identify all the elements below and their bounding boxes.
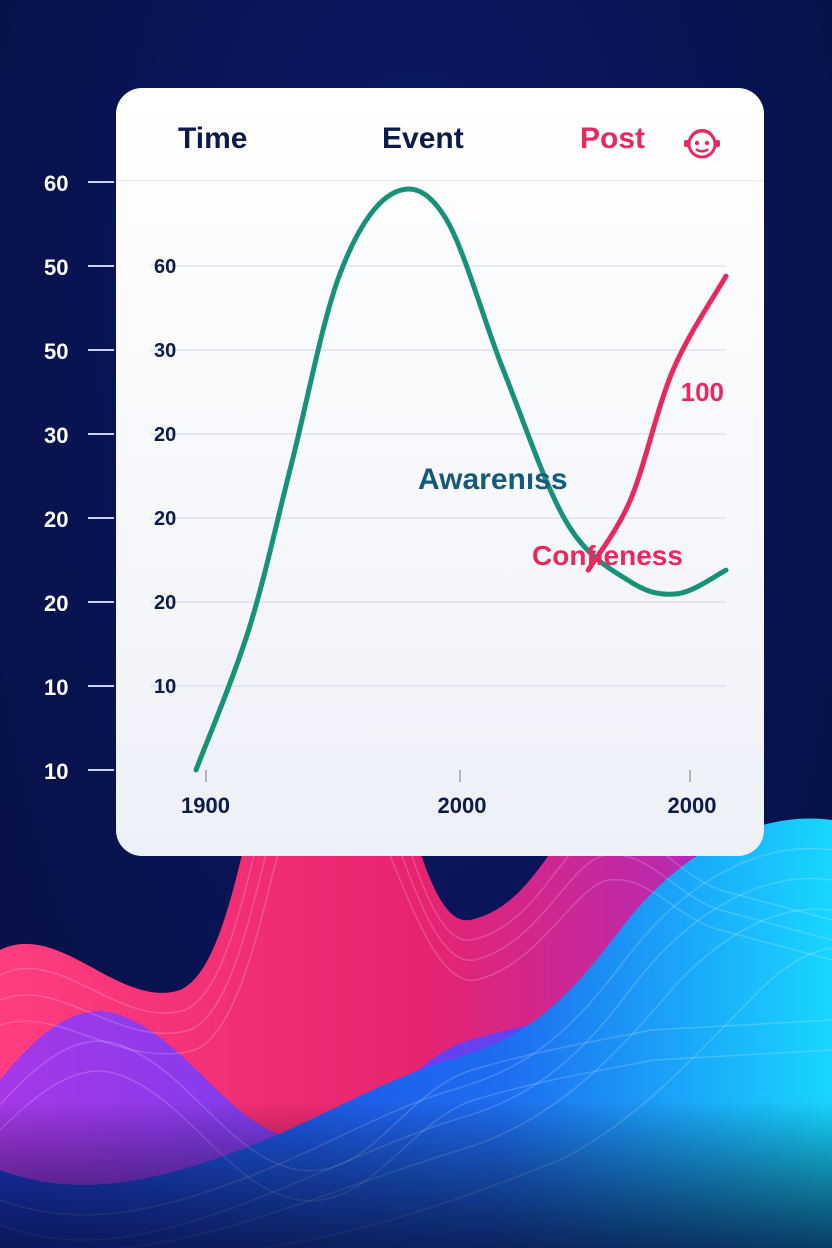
inner-y-tick-label: 20 — [154, 424, 176, 446]
inner-y-tick-label: 20 — [154, 508, 176, 530]
series-line-confidence — [588, 276, 726, 570]
inner-y-tick-label: 60 — [154, 256, 176, 278]
series-label: Confıeness — [532, 540, 683, 571]
inner-y-tick-label: 20 — [154, 592, 176, 614]
x-tick-label: 2000 — [438, 793, 487, 818]
series-label: Awarenıss — [418, 463, 568, 496]
inner-y-tick-label: 10 — [154, 676, 176, 698]
inner-y-tick-label: 30 — [154, 340, 176, 362]
x-tick-label: 1900 — [181, 793, 230, 818]
x-tick-label: 2000 — [668, 793, 717, 818]
annotation-label: 100 — [681, 377, 724, 407]
